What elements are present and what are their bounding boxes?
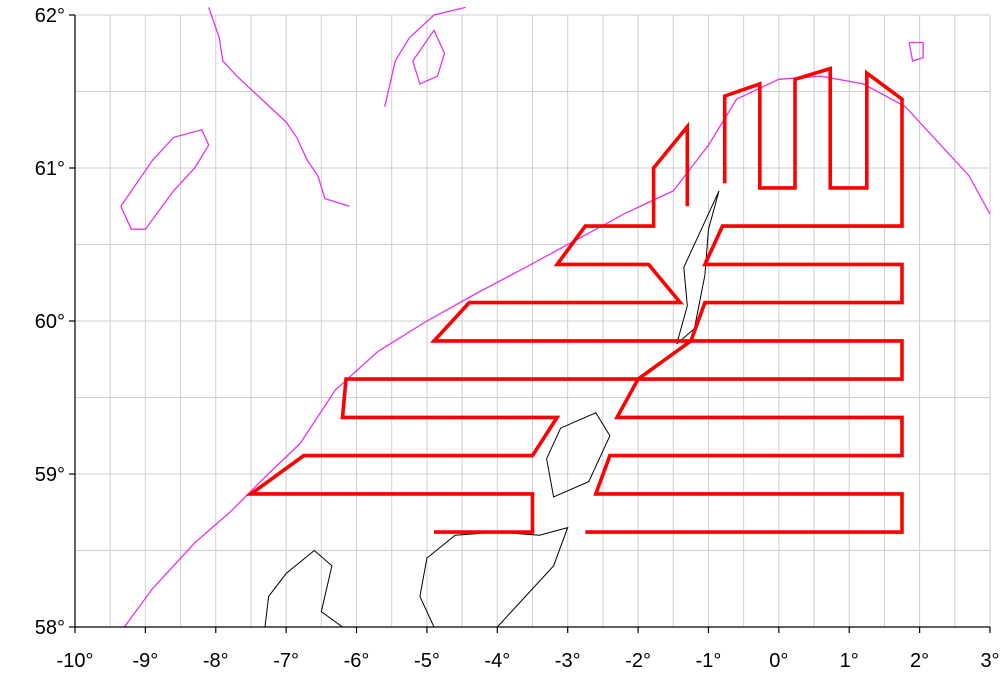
survey-track-east [585,66,904,534]
x-tick-label: -5° [414,650,440,672]
longitude-tick-labels: -10° -9° -8° -7° -6° -5° -4° -3° -2° -1° 0° 1° 2° 3° [57,650,1000,672]
depth-contour [412,28,446,85]
x-tick-label: 1° [840,650,859,672]
y-tick-label: 60° [35,311,65,333]
y-tick-label: 58° [35,617,65,639]
x-tick-label: -10° [57,650,94,672]
coastline [419,526,569,628]
x-tick-label: 0° [769,650,788,672]
x-tick-label: -8° [203,650,229,672]
graticule-grid [74,14,991,628]
y-tick-label: 59° [35,464,65,486]
coastline [264,549,343,628]
y-tick-label: 62° [35,5,65,27]
x-tick-label: 3° [980,650,999,672]
coastline-outlines [264,190,720,628]
survey-track-lines [245,66,904,534]
x-tick-label: -1° [696,650,722,672]
depth-contour-lines [120,6,991,628]
x-tick-label: -4° [484,650,510,672]
x-tick-label: -9° [132,650,158,672]
map-axes [69,14,991,633]
depth-contour [908,41,924,62]
depth-contour [123,75,991,628]
depth-contour [208,7,350,207]
x-tick-label: -2° [625,650,651,672]
latitude-tick-labels: 58° 59° 60° 61° 62° [35,5,65,639]
x-tick-label: 2° [910,650,929,672]
x-tick-label: -7° [273,650,299,672]
x-tick-label: -3° [555,650,581,672]
x-tick-label: -6° [344,650,370,672]
coastline [676,190,720,345]
coastline [546,412,611,498]
y-tick-label: 61° [35,158,65,180]
survey-track-west [245,121,697,534]
depth-contour [384,6,466,107]
depth-contour [120,129,210,230]
